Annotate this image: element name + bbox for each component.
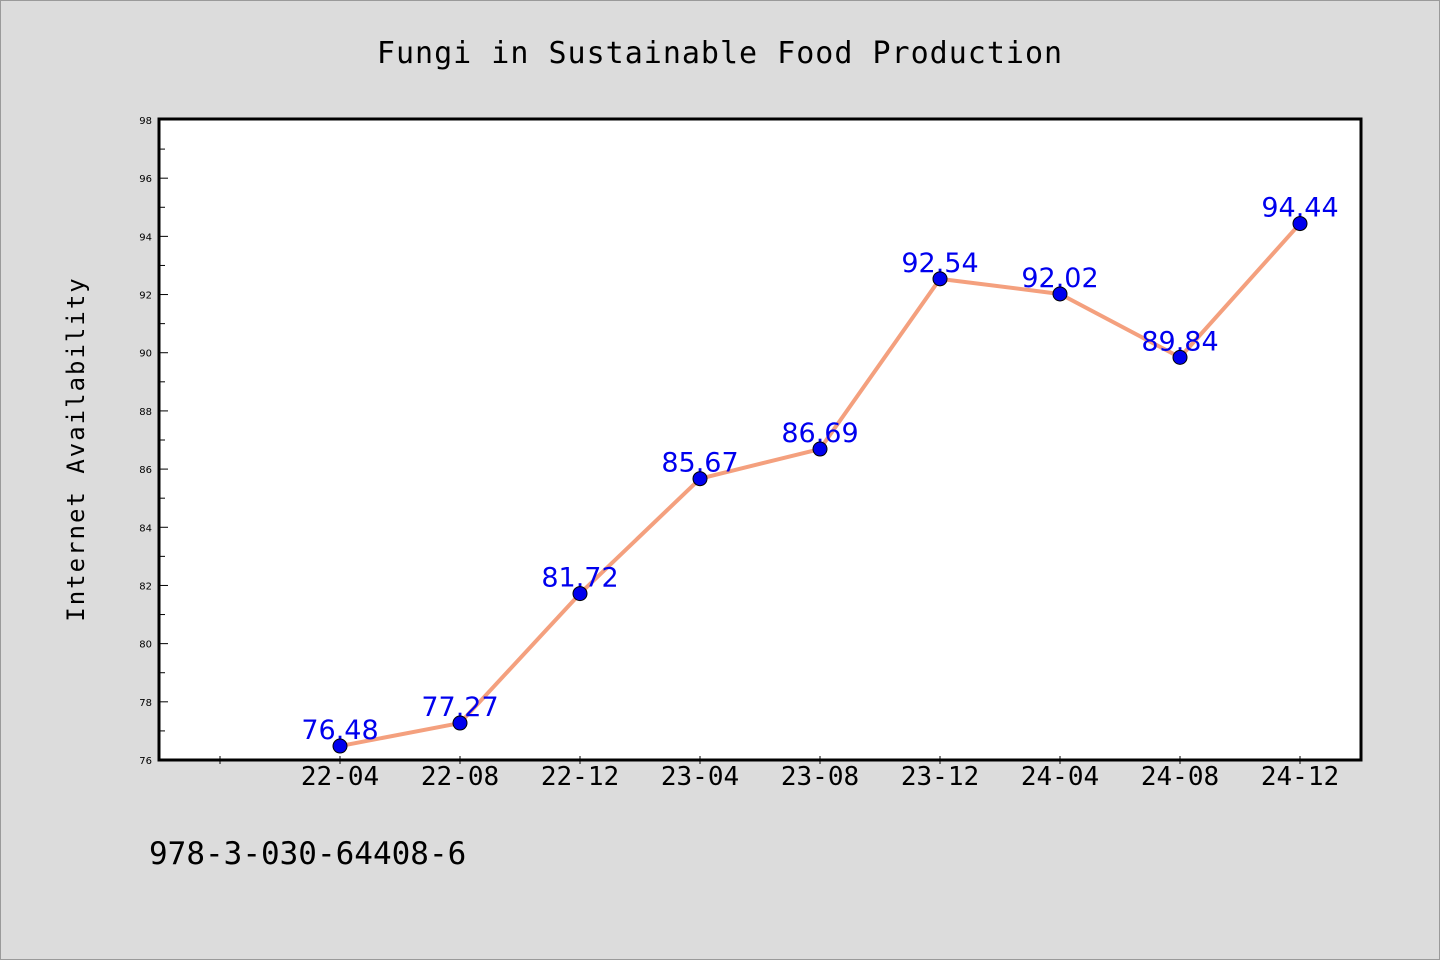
chart-title: Fungi in Sustainable Food Production xyxy=(377,36,1063,71)
y-tick-label: 82 xyxy=(139,581,152,592)
y-tick-label: 92 xyxy=(139,291,152,302)
data-point xyxy=(572,586,588,602)
x-tick-label: 22-08 xyxy=(421,762,499,792)
y-tick-label: 90 xyxy=(139,349,152,360)
x-tick-label: 24-04 xyxy=(1021,762,1099,792)
x-tick-label: 23-04 xyxy=(661,762,739,792)
footer-isbn: 978-3-030-64408-6 xyxy=(149,836,466,872)
plot-area xyxy=(157,117,1363,762)
x-tick-label: 22-04 xyxy=(301,762,379,792)
x-tick-label: 23-08 xyxy=(781,762,859,792)
y-tick-label: 76 xyxy=(139,756,152,767)
y-axis: 76 78 80 82 84 86 88 90 92 94 96 98 xyxy=(139,116,168,767)
y-tick-label: 86 xyxy=(139,465,152,476)
data-point xyxy=(1172,349,1188,365)
x-tick-label: 23-12 xyxy=(901,762,979,792)
data-point xyxy=(452,715,468,731)
data-markers xyxy=(332,216,1308,754)
x-tick-label: 24-08 xyxy=(1141,762,1219,792)
data-point xyxy=(1052,286,1068,302)
data-point xyxy=(692,471,708,487)
data-point xyxy=(812,441,828,457)
y-tick-label: 96 xyxy=(139,174,152,185)
x-tick-label: 24-12 xyxy=(1261,762,1339,792)
data-point xyxy=(332,738,348,754)
y-tick-label: 94 xyxy=(139,232,152,243)
data-point xyxy=(1292,216,1308,232)
y-tick-label: 78 xyxy=(139,698,152,709)
x-axis: 22-04 22-08 22-12 23-04 23-08 23-12 24-04 24-08… xyxy=(219,756,1339,792)
y-tick-label: 88 xyxy=(139,407,152,418)
y-axis-label: Internet Availability xyxy=(62,276,90,621)
data-point xyxy=(932,271,948,287)
y-tick-label: 80 xyxy=(139,640,152,651)
x-tick-label: 22-12 xyxy=(541,762,619,792)
y-tick-label: 84 xyxy=(139,523,152,534)
y-tick-label: 98 xyxy=(139,116,152,127)
